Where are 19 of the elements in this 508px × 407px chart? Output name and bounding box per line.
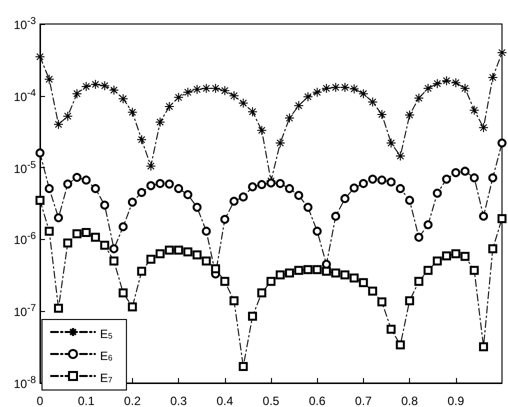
y-tick-label: 10$^{-5}$ — [14, 160, 36, 176]
x-tick-label: 0.2 — [124, 394, 142, 407]
y-tick-label: 10$^{-3}$ — [14, 16, 36, 32]
legend-label: E7 — [100, 371, 114, 385]
x-tick-label: 0.1 — [78, 394, 95, 407]
x-tick-label: 0.5 — [262, 394, 280, 407]
x-tick-label: 0.3 — [170, 394, 188, 407]
y-tick-label: 10$^{-4}$ — [14, 88, 36, 104]
legend-label: E6 — [100, 349, 114, 363]
x-tick-label: 0.8 — [401, 394, 418, 407]
x-tick-label: 0.4 — [216, 394, 234, 407]
y-tick-label: 10$^{-7}$ — [14, 303, 36, 320]
x-tick-label: 0.9 — [447, 394, 464, 407]
legend-label: E5 — [100, 327, 114, 341]
x-tick-label: 0.6 — [308, 394, 326, 407]
y-tick-label: 10$^{-8}$ — [14, 375, 36, 391]
x-tick-label: 0.7 — [355, 394, 372, 407]
y-tick-label: 10$^{-6}$ — [14, 231, 36, 248]
x-tick-label: 0 — [36, 394, 44, 407]
